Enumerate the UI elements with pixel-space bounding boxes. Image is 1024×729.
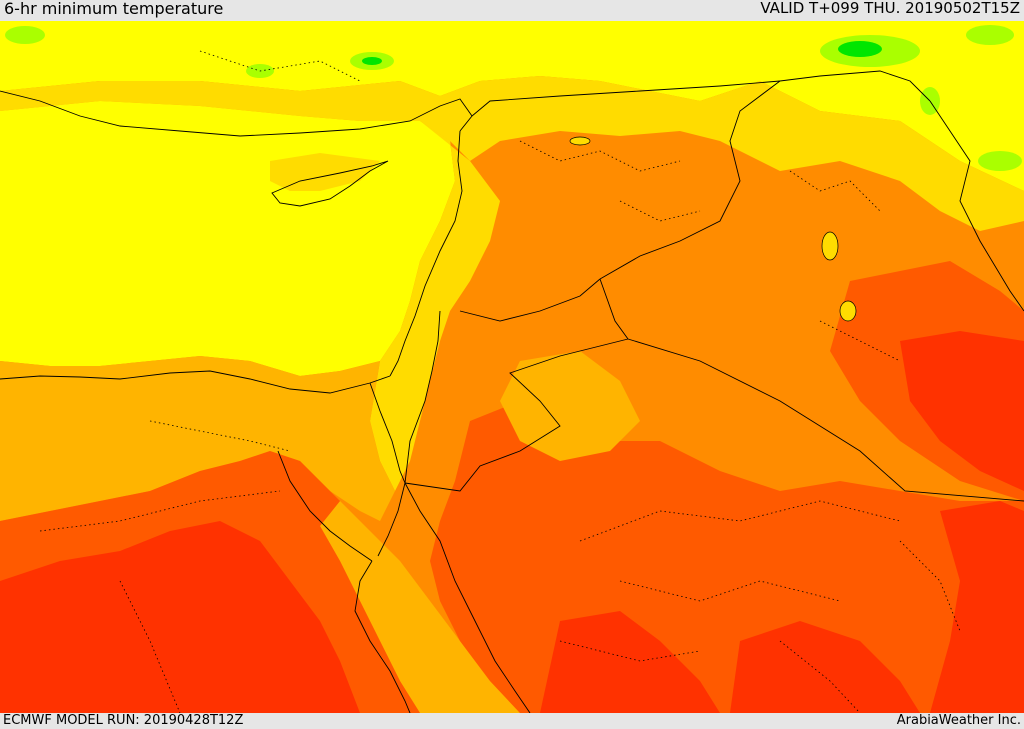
- map-title: 6-hr minimum temperature: [4, 0, 224, 18]
- band-cool-5: [362, 57, 382, 65]
- band-arabia-hottest-south: [540, 611, 720, 713]
- coastline-levant: [389, 130, 463, 377]
- band-desert-warmer: [500, 351, 640, 461]
- lake-tharthar: [821, 231, 839, 261]
- footer-bar: ECMWF MODEL RUN: 20190428T12Z ArabiaWeat…: [0, 713, 1024, 729]
- border-iran: [929, 100, 1024, 312]
- valid-time: VALID T+099 THU. 20190502T15Z: [760, 0, 1020, 17]
- coastline-turkey: [0, 90, 473, 137]
- band-arabia-hottest-east: [930, 501, 1024, 713]
- band-cool-2: [838, 41, 882, 57]
- coastline-cyprus: [271, 160, 389, 207]
- country-borders: [0, 70, 1024, 713]
- band-gulf-hottest: [900, 331, 1024, 491]
- lake-assad: [569, 136, 591, 146]
- coastline-gulf-aqaba: [377, 482, 406, 557]
- band-red-sea: [320, 501, 520, 713]
- jordan-river: [404, 310, 441, 484]
- band-egypt-gold: [0, 356, 395, 521]
- lake-razzaza: [839, 300, 857, 322]
- border-iraq-turkey: [779, 70, 931, 102]
- coastline-gulf-suez: [277, 450, 373, 562]
- band-north-gold: [0, 76, 1024, 231]
- province-boundaries: [39, 50, 961, 713]
- band-cyprus-patch: [270, 153, 380, 191]
- border-saudi-iraq: [627, 338, 1024, 502]
- band-mediterranean: [0, 101, 455, 376]
- coastline-red-sea-east: [404, 482, 531, 713]
- border-syria-turkey: [471, 80, 781, 117]
- band-levant-gold: [370, 121, 500, 491]
- band-cool-3: [966, 25, 1014, 45]
- band-egypt-hottest: [0, 521, 360, 713]
- credit-label: ArabiaWeather Inc.: [896, 713, 1021, 728]
- band-cool-8: [978, 151, 1022, 171]
- border-jordan-syria: [459, 278, 601, 322]
- border-sinai-east: [369, 382, 406, 484]
- coastline-egypt: [0, 370, 391, 394]
- border-jordan-iraq: [599, 278, 629, 340]
- band-arabia-hottest-mid: [730, 621, 920, 713]
- band-cool-7: [5, 26, 45, 44]
- border-jordan-saudi: [404, 338, 629, 492]
- border-syria-iraq: [599, 80, 781, 280]
- coastline-red-sea-west: [354, 560, 411, 713]
- temperature-map[interactable]: [0, 21, 1024, 713]
- band-north-yellow: [0, 21, 1024, 191]
- model-run-label: ECMWF MODEL RUN: 20190428T12Z: [3, 713, 244, 728]
- header-bar: 6-hr minimum temperature VALID T+099 THU…: [0, 0, 1024, 21]
